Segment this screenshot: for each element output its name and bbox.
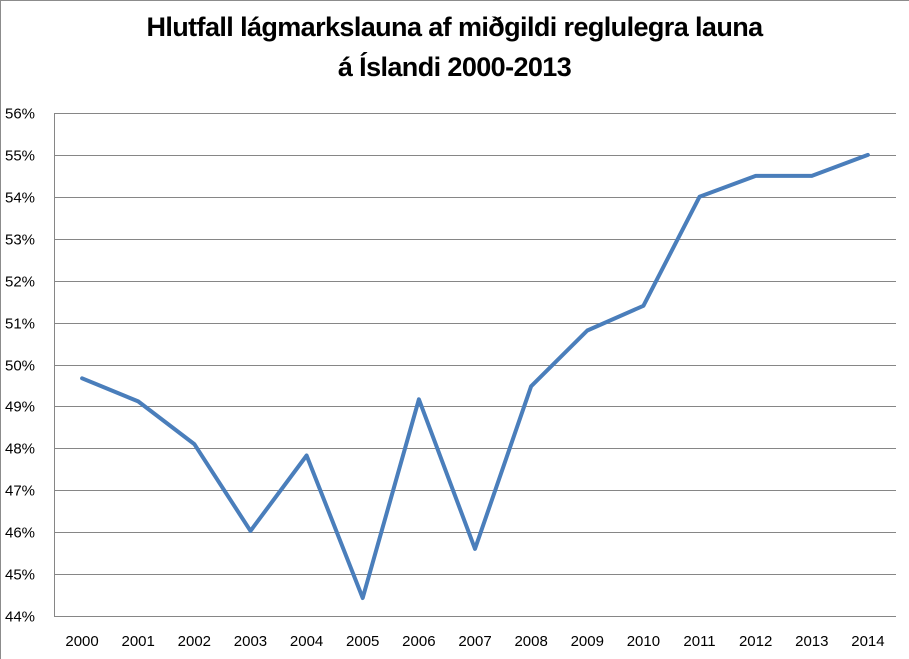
gridlines [54, 113, 896, 617]
y-tick-label: 52% [5, 274, 35, 291]
x-tick-label: 2007 [458, 633, 491, 650]
y-tick-label: 46% [5, 525, 35, 542]
x-tick-label: 2000 [65, 633, 98, 650]
x-tick-label: 2004 [290, 633, 323, 650]
x-tick-label: 2002 [178, 633, 211, 650]
x-tick-label: 2008 [514, 633, 547, 650]
y-tick-label: 56% [5, 106, 35, 123]
y-tick-label: 54% [5, 190, 35, 207]
y-tick-label: 48% [5, 441, 35, 458]
x-tick-label: 2001 [122, 633, 155, 650]
y-tick-label: 51% [5, 316, 35, 333]
y-tick-label: 44% [5, 609, 35, 626]
x-tick-label: 2010 [627, 633, 660, 650]
x-axis-ticks: 2000 2001 2002 2003 2004 2005 2006 2007 2008 2009… [65, 633, 884, 650]
x-tick-label: 2011 [683, 633, 715, 650]
chart-title-line-2: á Íslandi 2000-2013 [337, 52, 572, 82]
x-tick-label: 2009 [571, 633, 604, 650]
y-axis-ticks: 44% 45% 46% 47% 48% 49% 50% 51% 52% 53% 54% 55% 56% [5, 106, 35, 626]
x-tick-label: 2006 [402, 633, 435, 650]
x-tick-label: 2013 [795, 633, 828, 650]
chart-title-line-1: Hlutfall lágmarkslauna af miðgildi reglu… [146, 12, 763, 42]
x-tick-label: 2012 [739, 633, 772, 650]
data-series-line [80, 152, 870, 600]
y-tick-label: 47% [5, 483, 35, 500]
y-tick-label: 53% [5, 232, 35, 249]
x-tick-label: 2014 [851, 633, 884, 650]
y-tick-label: 55% [5, 148, 35, 165]
x-tick-label: 2003 [234, 633, 267, 650]
x-tick-label: 2005 [346, 633, 379, 650]
y-tick-label: 45% [5, 567, 35, 584]
y-tick-label: 50% [5, 358, 35, 375]
y-tick-label: 49% [5, 399, 35, 416]
